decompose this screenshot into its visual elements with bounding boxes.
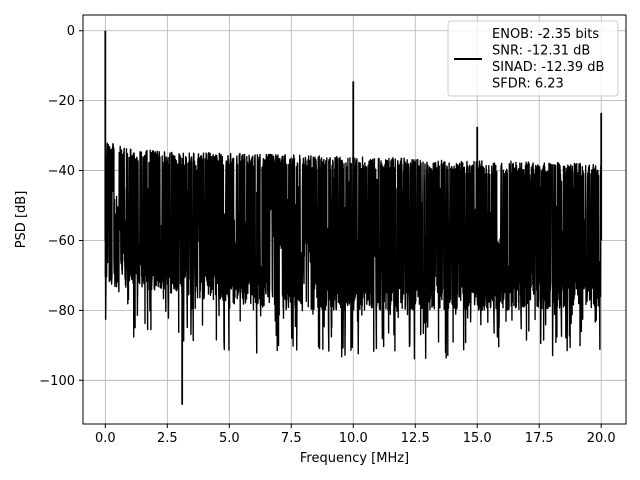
y-tick-label: −80 [48, 304, 75, 319]
x-tick-label: 0.0 [95, 431, 116, 446]
y-tick-label: −60 [48, 234, 75, 249]
x-tick-label: 17.5 [525, 431, 554, 446]
x-tick-label: 5.0 [219, 431, 240, 446]
axis-ticks: 0.0 2.5 5.0 7.5 10.0 12.5 15.0 17.5 20.0 0 −20 −40 −… [39, 24, 615, 446]
legend-entry-enob: ENOB: -2.35 bits [492, 27, 599, 42]
axes-frame [82, 14, 627, 425]
x-tick-label: 2.5 [157, 431, 178, 446]
x-tick-label: 7.5 [281, 431, 302, 446]
psd-series [104, 30, 603, 405]
x-tick-label: 20.0 [587, 431, 616, 446]
legend-entry-sfdr: SFDR: 6.23 [492, 77, 564, 92]
x-tick-label: 12.5 [401, 431, 430, 446]
noise-floor-trace [104, 142, 602, 360]
x-tick-label: 10.0 [339, 431, 368, 446]
legend-entry-sinad: SINAD: -12.39 dB [492, 60, 604, 75]
y-tick-label: −100 [39, 374, 75, 389]
legend: ENOB: -2.35 bits SNR: -12.31 dB SINAD: -… [447, 20, 619, 97]
legend-box [447, 20, 619, 97]
x-axis-label: Frequency [MHz] [300, 451, 409, 466]
y-tick-label: −40 [48, 164, 75, 179]
y-axis-label: PSD [dB] [14, 191, 29, 249]
x-tick-label: 15.0 [463, 431, 492, 446]
legend-entry-snr: SNR: -12.31 dB [492, 44, 590, 59]
y-tick-label: 0 [67, 24, 75, 39]
y-tick-label: −20 [48, 94, 75, 109]
